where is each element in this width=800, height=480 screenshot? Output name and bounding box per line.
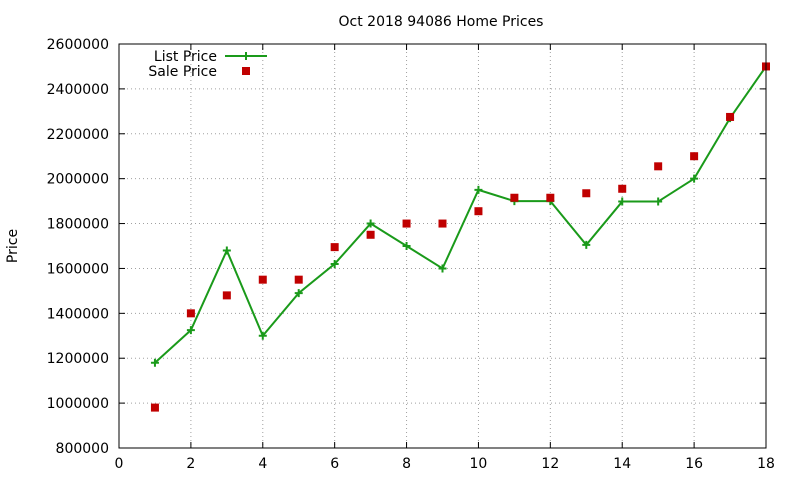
data-point-list-price [654,197,663,206]
data-point-list-price [330,259,339,268]
data-point-list-price [258,331,267,340]
x-tick-label: 16 [685,456,703,472]
plot-frame [118,43,767,449]
data-point-sale-price [330,243,339,252]
x-tick-label: 8 [402,456,411,472]
data-point-list-price [366,219,375,228]
y-tick-label: 1800000 [47,217,109,233]
data-point-sale-price [150,403,159,412]
data-point-list-price [186,326,195,335]
x-tick-label: 0 [115,456,124,472]
legend-label-list-price: List Price [154,49,217,65]
axis-ticks: 800000 1000000 1200000 1400000 1600000 180000… [47,37,775,472]
data-point-list-price [294,289,303,298]
legend-marker-list-price [242,52,250,60]
y-tick-label: 2400000 [47,82,109,98]
data-point-sale-price [582,189,591,198]
data-point-sale-price [618,184,627,193]
data-point-sale-price [654,162,663,171]
data-point-sale-price [258,275,267,284]
data-point-sale-price [186,309,195,318]
x-tick-label: 18 [757,456,775,472]
data-point-list-price [618,197,627,206]
x-tick-label: 4 [258,456,267,472]
y-tick-label: 1200000 [47,351,109,367]
data-point-sale-price [402,219,411,228]
data-point-sale-price [474,207,483,216]
legend-label-sale-price: Sale Price [148,64,217,80]
y-tick-label: 2600000 [47,37,109,53]
data-point-list-price [474,185,483,194]
data-point-list-price [402,242,411,250]
x-tick-label: 2 [186,456,195,472]
data-point-list-price [222,246,231,255]
x-tick-label: 12 [541,456,559,472]
grid-lines [119,44,766,448]
data-point-sale-price [510,193,519,202]
chart-title: Oct 2018 94086 Home Prices [339,14,544,30]
x-tick-label: 6 [330,456,339,472]
data-point-list-price [150,358,159,367]
data-point-list-price [582,240,591,249]
y-tick-label: 800000 [56,441,109,457]
series-layer [150,62,770,412]
data-point-sale-price [366,230,375,239]
y-tick-label: 2000000 [47,172,109,188]
data-point-list-price [438,264,447,273]
legend-marker-sale-price [242,67,250,75]
data-point-sale-price [690,152,699,161]
y-axis-label: Price [5,229,21,263]
y-tick-label: 1000000 [47,396,109,412]
y-tick-label: 1400000 [47,306,109,322]
legend: List Price Sale Price [148,49,267,80]
data-point-sale-price [438,219,447,228]
x-tick-label: 10 [470,456,488,472]
data-point-list-price [690,174,699,183]
data-point-sale-price [222,291,231,300]
x-tick-label: 14 [613,456,631,472]
data-point-sale-price [546,193,555,202]
data-point-sale-price [726,112,735,121]
y-tick-label: 2200000 [47,127,109,143]
y-tick-label: 1600000 [47,261,109,277]
data-point-sale-price [294,275,303,284]
series-line-list-price [154,65,767,364]
